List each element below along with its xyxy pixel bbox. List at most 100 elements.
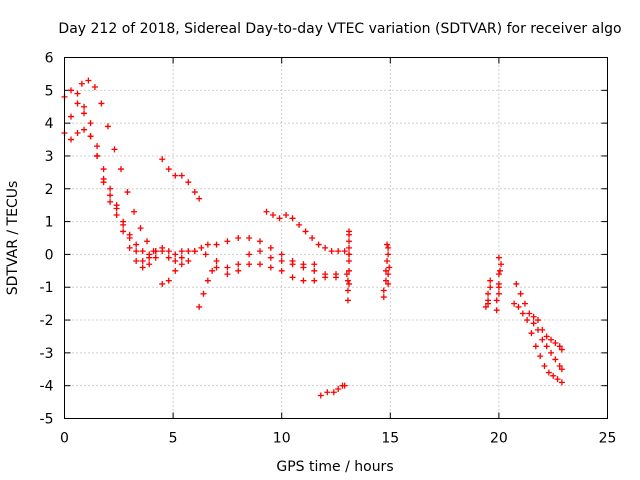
data-point bbox=[213, 264, 220, 271]
data-point bbox=[385, 244, 392, 251]
data-point bbox=[541, 362, 548, 369]
data-point bbox=[346, 267, 353, 274]
data-point bbox=[68, 87, 75, 94]
data-point bbox=[246, 261, 253, 268]
data-point bbox=[85, 77, 92, 84]
data-point bbox=[556, 362, 563, 369]
data-point bbox=[302, 228, 309, 235]
data-point bbox=[100, 179, 107, 186]
data-point bbox=[539, 326, 546, 333]
data-point bbox=[87, 133, 94, 140]
data-point bbox=[213, 257, 220, 264]
data-point bbox=[256, 238, 263, 245]
data-point bbox=[543, 333, 550, 340]
data-point bbox=[311, 267, 318, 274]
data-point bbox=[172, 257, 179, 264]
data-point bbox=[120, 218, 127, 225]
data-point bbox=[139, 248, 146, 255]
series-arc-7 bbox=[196, 261, 339, 310]
data-point bbox=[185, 179, 192, 186]
y-tick-label: 6 bbox=[45, 51, 54, 67]
data-point bbox=[558, 366, 565, 373]
series-arc-1 bbox=[61, 100, 198, 264]
y-tick-label: 1 bbox=[45, 215, 54, 231]
series-arc-11 bbox=[317, 382, 348, 399]
data-point bbox=[74, 100, 81, 107]
data-point bbox=[382, 267, 389, 274]
data-point bbox=[524, 317, 531, 324]
data-point bbox=[515, 303, 522, 310]
data-point bbox=[81, 110, 88, 117]
data-point bbox=[172, 251, 179, 258]
data-point bbox=[159, 156, 166, 163]
data-point bbox=[196, 195, 203, 202]
data-point bbox=[517, 290, 524, 297]
data-point bbox=[532, 343, 539, 350]
data-point bbox=[343, 271, 350, 278]
data-point bbox=[278, 251, 285, 258]
data-point bbox=[556, 343, 563, 350]
data-point bbox=[485, 290, 492, 297]
y-tick-label: -4 bbox=[40, 379, 54, 395]
data-point bbox=[137, 225, 144, 232]
data-point bbox=[283, 212, 290, 219]
data-point bbox=[296, 221, 303, 228]
data-series bbox=[61, 77, 565, 399]
data-point bbox=[267, 244, 274, 251]
x-tick-label: 15 bbox=[381, 431, 399, 447]
data-point bbox=[386, 264, 393, 271]
y-tick-label: 5 bbox=[45, 83, 54, 99]
data-point bbox=[107, 198, 114, 205]
data-point bbox=[322, 274, 329, 281]
data-point bbox=[172, 172, 179, 179]
data-point bbox=[185, 257, 192, 264]
data-point bbox=[485, 300, 492, 307]
data-point bbox=[530, 313, 537, 320]
data-point bbox=[178, 248, 185, 255]
data-point bbox=[346, 228, 353, 235]
data-point bbox=[178, 261, 185, 268]
data-point bbox=[224, 238, 231, 245]
data-point bbox=[107, 192, 114, 199]
data-point bbox=[267, 264, 274, 271]
data-point bbox=[552, 356, 559, 363]
data-point bbox=[380, 294, 387, 301]
data-point bbox=[146, 261, 153, 268]
data-point bbox=[380, 287, 387, 294]
data-point bbox=[120, 228, 127, 235]
data-point bbox=[146, 251, 153, 258]
y-axis-label: SDTVAR / TECUs bbox=[5, 181, 21, 296]
data-point bbox=[324, 389, 331, 396]
x-tick-label: 25 bbox=[599, 431, 617, 447]
data-point bbox=[317, 392, 324, 399]
data-point bbox=[133, 257, 140, 264]
data-point bbox=[159, 244, 166, 251]
axis-ticks: 0 5 10 15 20 25 -5 -4 -3 -2 -1 0 1 2 3 4 5 6 bbox=[40, 51, 617, 447]
data-point bbox=[111, 146, 118, 153]
data-point bbox=[74, 90, 81, 97]
data-point bbox=[165, 254, 172, 261]
data-point bbox=[384, 257, 391, 264]
data-point bbox=[246, 235, 253, 241]
data-point bbox=[172, 267, 179, 274]
data-point bbox=[309, 235, 316, 241]
plot-frame bbox=[64, 57, 608, 419]
data-point bbox=[200, 290, 207, 297]
data-point bbox=[322, 244, 329, 251]
data-point bbox=[113, 212, 120, 219]
data-point bbox=[202, 251, 209, 258]
data-point bbox=[495, 271, 502, 278]
data-point bbox=[335, 385, 342, 392]
data-point bbox=[554, 376, 561, 383]
data-point bbox=[526, 310, 533, 317]
y-tick-label: 3 bbox=[45, 149, 54, 165]
data-point bbox=[91, 84, 98, 91]
data-point bbox=[204, 277, 211, 284]
data-point bbox=[81, 103, 88, 110]
data-point bbox=[276, 215, 283, 222]
series-arc-13 bbox=[482, 277, 494, 310]
data-point bbox=[495, 284, 502, 291]
data-point bbox=[126, 231, 133, 238]
data-point bbox=[139, 264, 146, 271]
